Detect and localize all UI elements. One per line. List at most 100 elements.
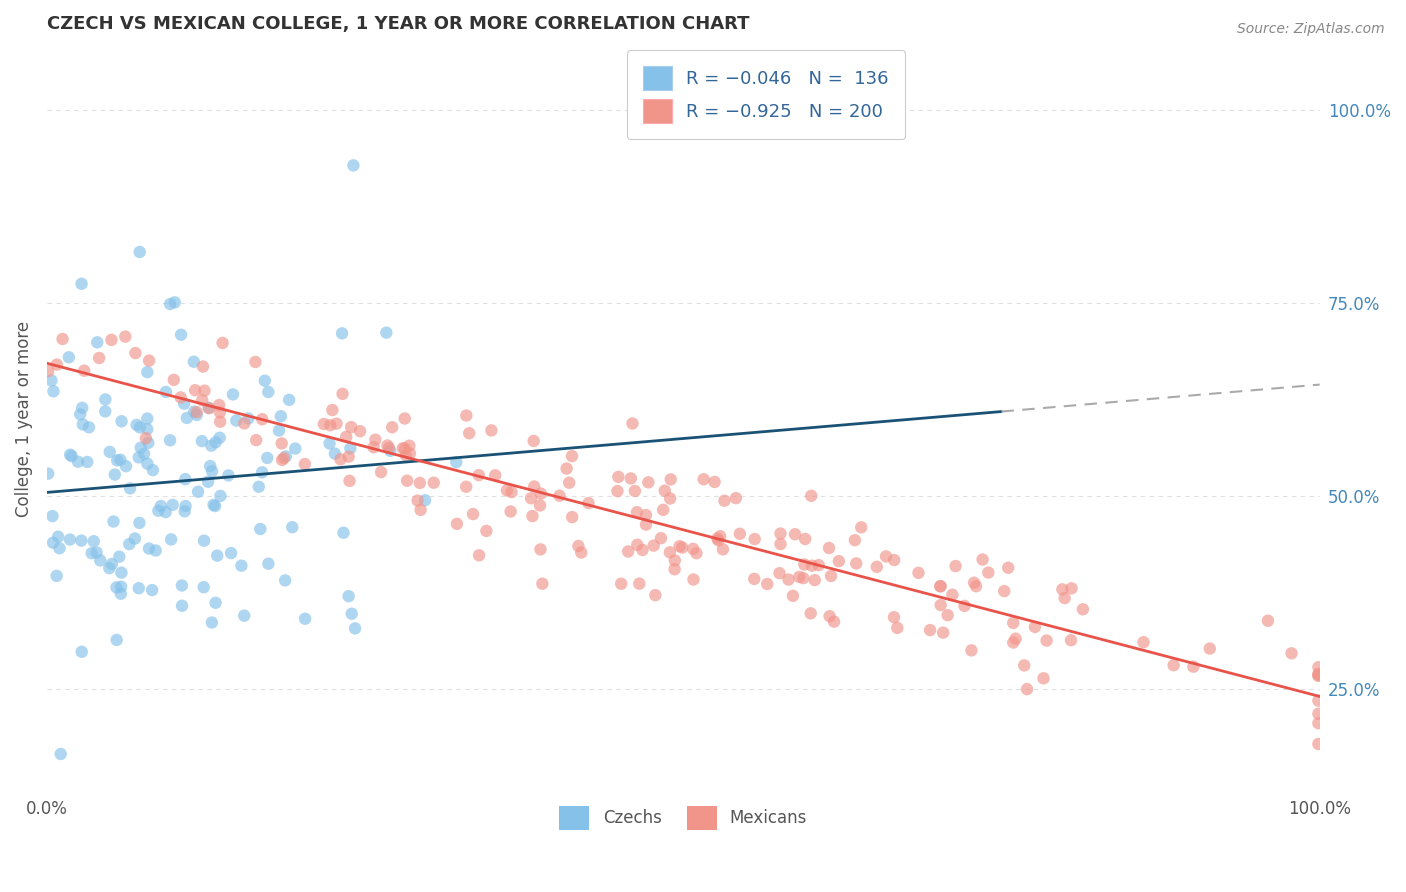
- Point: [1015, 682, 1038, 697]
- Point: [110, 452, 132, 467]
- Point: [965, 579, 987, 593]
- Point: [48, 541, 70, 556]
- Point: [114, 329, 136, 343]
- Point: [1163, 658, 1185, 673]
- Point: [637, 475, 659, 490]
- Point: [173, 504, 195, 518]
- Point: [312, 417, 335, 431]
- Point: [142, 463, 165, 477]
- Point: [72, 401, 94, 415]
- Point: [1060, 582, 1083, 596]
- Point: [523, 434, 546, 448]
- Point: [173, 397, 195, 411]
- Point: [468, 549, 491, 563]
- Point: [186, 405, 208, 419]
- Point: [644, 588, 666, 602]
- Point: [83, 534, 105, 549]
- Point: [803, 573, 825, 587]
- Point: [208, 431, 231, 445]
- Point: [621, 417, 644, 431]
- Point: [520, 491, 543, 506]
- Point: [70, 533, 93, 548]
- Point: [204, 499, 226, 513]
- Point: [337, 450, 360, 464]
- Point: [193, 533, 215, 548]
- Point: [456, 480, 478, 494]
- Point: [370, 465, 392, 479]
- Point: [349, 424, 371, 438]
- Point: [201, 464, 224, 478]
- Point: [129, 441, 152, 455]
- Point: [253, 374, 276, 388]
- Point: [129, 420, 152, 434]
- Point: [446, 516, 468, 531]
- Point: [257, 557, 280, 571]
- Point: [124, 532, 146, 546]
- Point: [1182, 659, 1205, 673]
- Point: [496, 483, 519, 498]
- Point: [548, 489, 571, 503]
- Point: [59, 533, 82, 547]
- Point: [187, 484, 209, 499]
- Point: [209, 415, 232, 429]
- Point: [1198, 641, 1220, 656]
- Point: [711, 542, 734, 557]
- Point: [929, 579, 952, 593]
- Point: [1308, 693, 1330, 707]
- Point: [1052, 582, 1074, 597]
- Point: [851, 520, 873, 534]
- Point: [124, 346, 146, 360]
- Point: [607, 470, 630, 484]
- Point: [170, 578, 193, 592]
- Point: [742, 572, 765, 586]
- Point: [1002, 635, 1025, 649]
- Text: CZECH VS MEXICAN COLLEGE, 1 YEAR OR MORE CORRELATION CHART: CZECH VS MEXICAN COLLEGE, 1 YEAR OR MORE…: [46, 15, 749, 33]
- Point: [191, 359, 214, 374]
- Point: [245, 433, 267, 447]
- Point: [170, 599, 193, 613]
- Point: [105, 453, 128, 467]
- Point: [135, 431, 157, 445]
- Point: [319, 418, 342, 433]
- Point: [204, 596, 226, 610]
- Point: [972, 552, 994, 566]
- Point: [529, 499, 551, 513]
- Point: [610, 576, 633, 591]
- Point: [86, 545, 108, 559]
- Point: [664, 553, 686, 567]
- Point: [163, 295, 186, 310]
- Point: [329, 452, 352, 467]
- Point: [278, 392, 301, 407]
- Point: [744, 532, 766, 546]
- Point: [163, 373, 186, 387]
- Point: [128, 450, 150, 465]
- Point: [197, 475, 219, 489]
- Point: [46, 530, 69, 544]
- Point: [364, 433, 387, 447]
- Point: [49, 747, 72, 761]
- Point: [844, 533, 866, 548]
- Point: [1308, 666, 1330, 681]
- Point: [110, 414, 132, 428]
- Point: [456, 409, 478, 423]
- Point: [222, 387, 245, 401]
- Point: [1132, 635, 1154, 649]
- Point: [321, 403, 343, 417]
- Point: [461, 507, 484, 521]
- Point: [664, 562, 686, 576]
- Y-axis label: College, 1 year or more: College, 1 year or more: [15, 321, 32, 516]
- Point: [668, 539, 690, 553]
- Point: [155, 384, 177, 399]
- Point: [422, 475, 444, 490]
- Point: [202, 498, 225, 512]
- Point: [783, 527, 806, 541]
- Point: [115, 459, 138, 474]
- Point: [468, 468, 491, 483]
- Point: [247, 480, 270, 494]
- Point: [756, 577, 779, 591]
- Point: [1035, 633, 1057, 648]
- Point: [380, 443, 402, 458]
- Point: [100, 333, 122, 347]
- Point: [105, 632, 128, 647]
- Point: [1308, 668, 1330, 682]
